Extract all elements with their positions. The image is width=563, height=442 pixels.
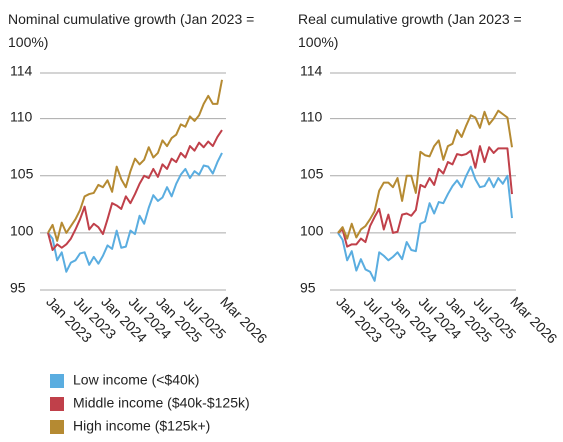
y-tick-label: 100: [300, 223, 324, 239]
legend-label: Low income (<$40k): [73, 372, 199, 388]
y-tick-label: 100: [10, 223, 34, 239]
legend-label: High income ($125k+): [73, 418, 210, 434]
legend-label: Middle income ($40k-$125k): [73, 395, 250, 411]
legend-swatch: [50, 397, 64, 411]
legend-swatch: [50, 420, 64, 434]
y-tick-label: 110: [10, 108, 33, 124]
y-tick-label: 95: [300, 280, 316, 296]
legend-swatch: [50, 374, 64, 388]
y-tick-label: 110: [300, 108, 323, 124]
x-tick-label: Mar 2026: [507, 293, 560, 346]
series-line: [47, 152, 223, 273]
x-tick-label: Mar 2026: [217, 293, 270, 346]
y-tick-label: 114: [300, 63, 323, 79]
series-line: [337, 145, 513, 248]
series-line: [337, 109, 513, 240]
chart-title: Real cumulative growth (Jan 2023 = 100%): [298, 11, 522, 50]
series-line: [47, 129, 223, 252]
chart-title: Nominal cumulative growth (Jan 2023 = 10…: [8, 11, 255, 50]
y-tick-label: 114: [10, 63, 33, 79]
y-tick-label: 105: [300, 165, 324, 181]
y-tick-label: 105: [10, 165, 34, 181]
y-tick-label: 95: [10, 280, 26, 296]
series-line: [337, 165, 513, 282]
series-line: [47, 79, 223, 242]
